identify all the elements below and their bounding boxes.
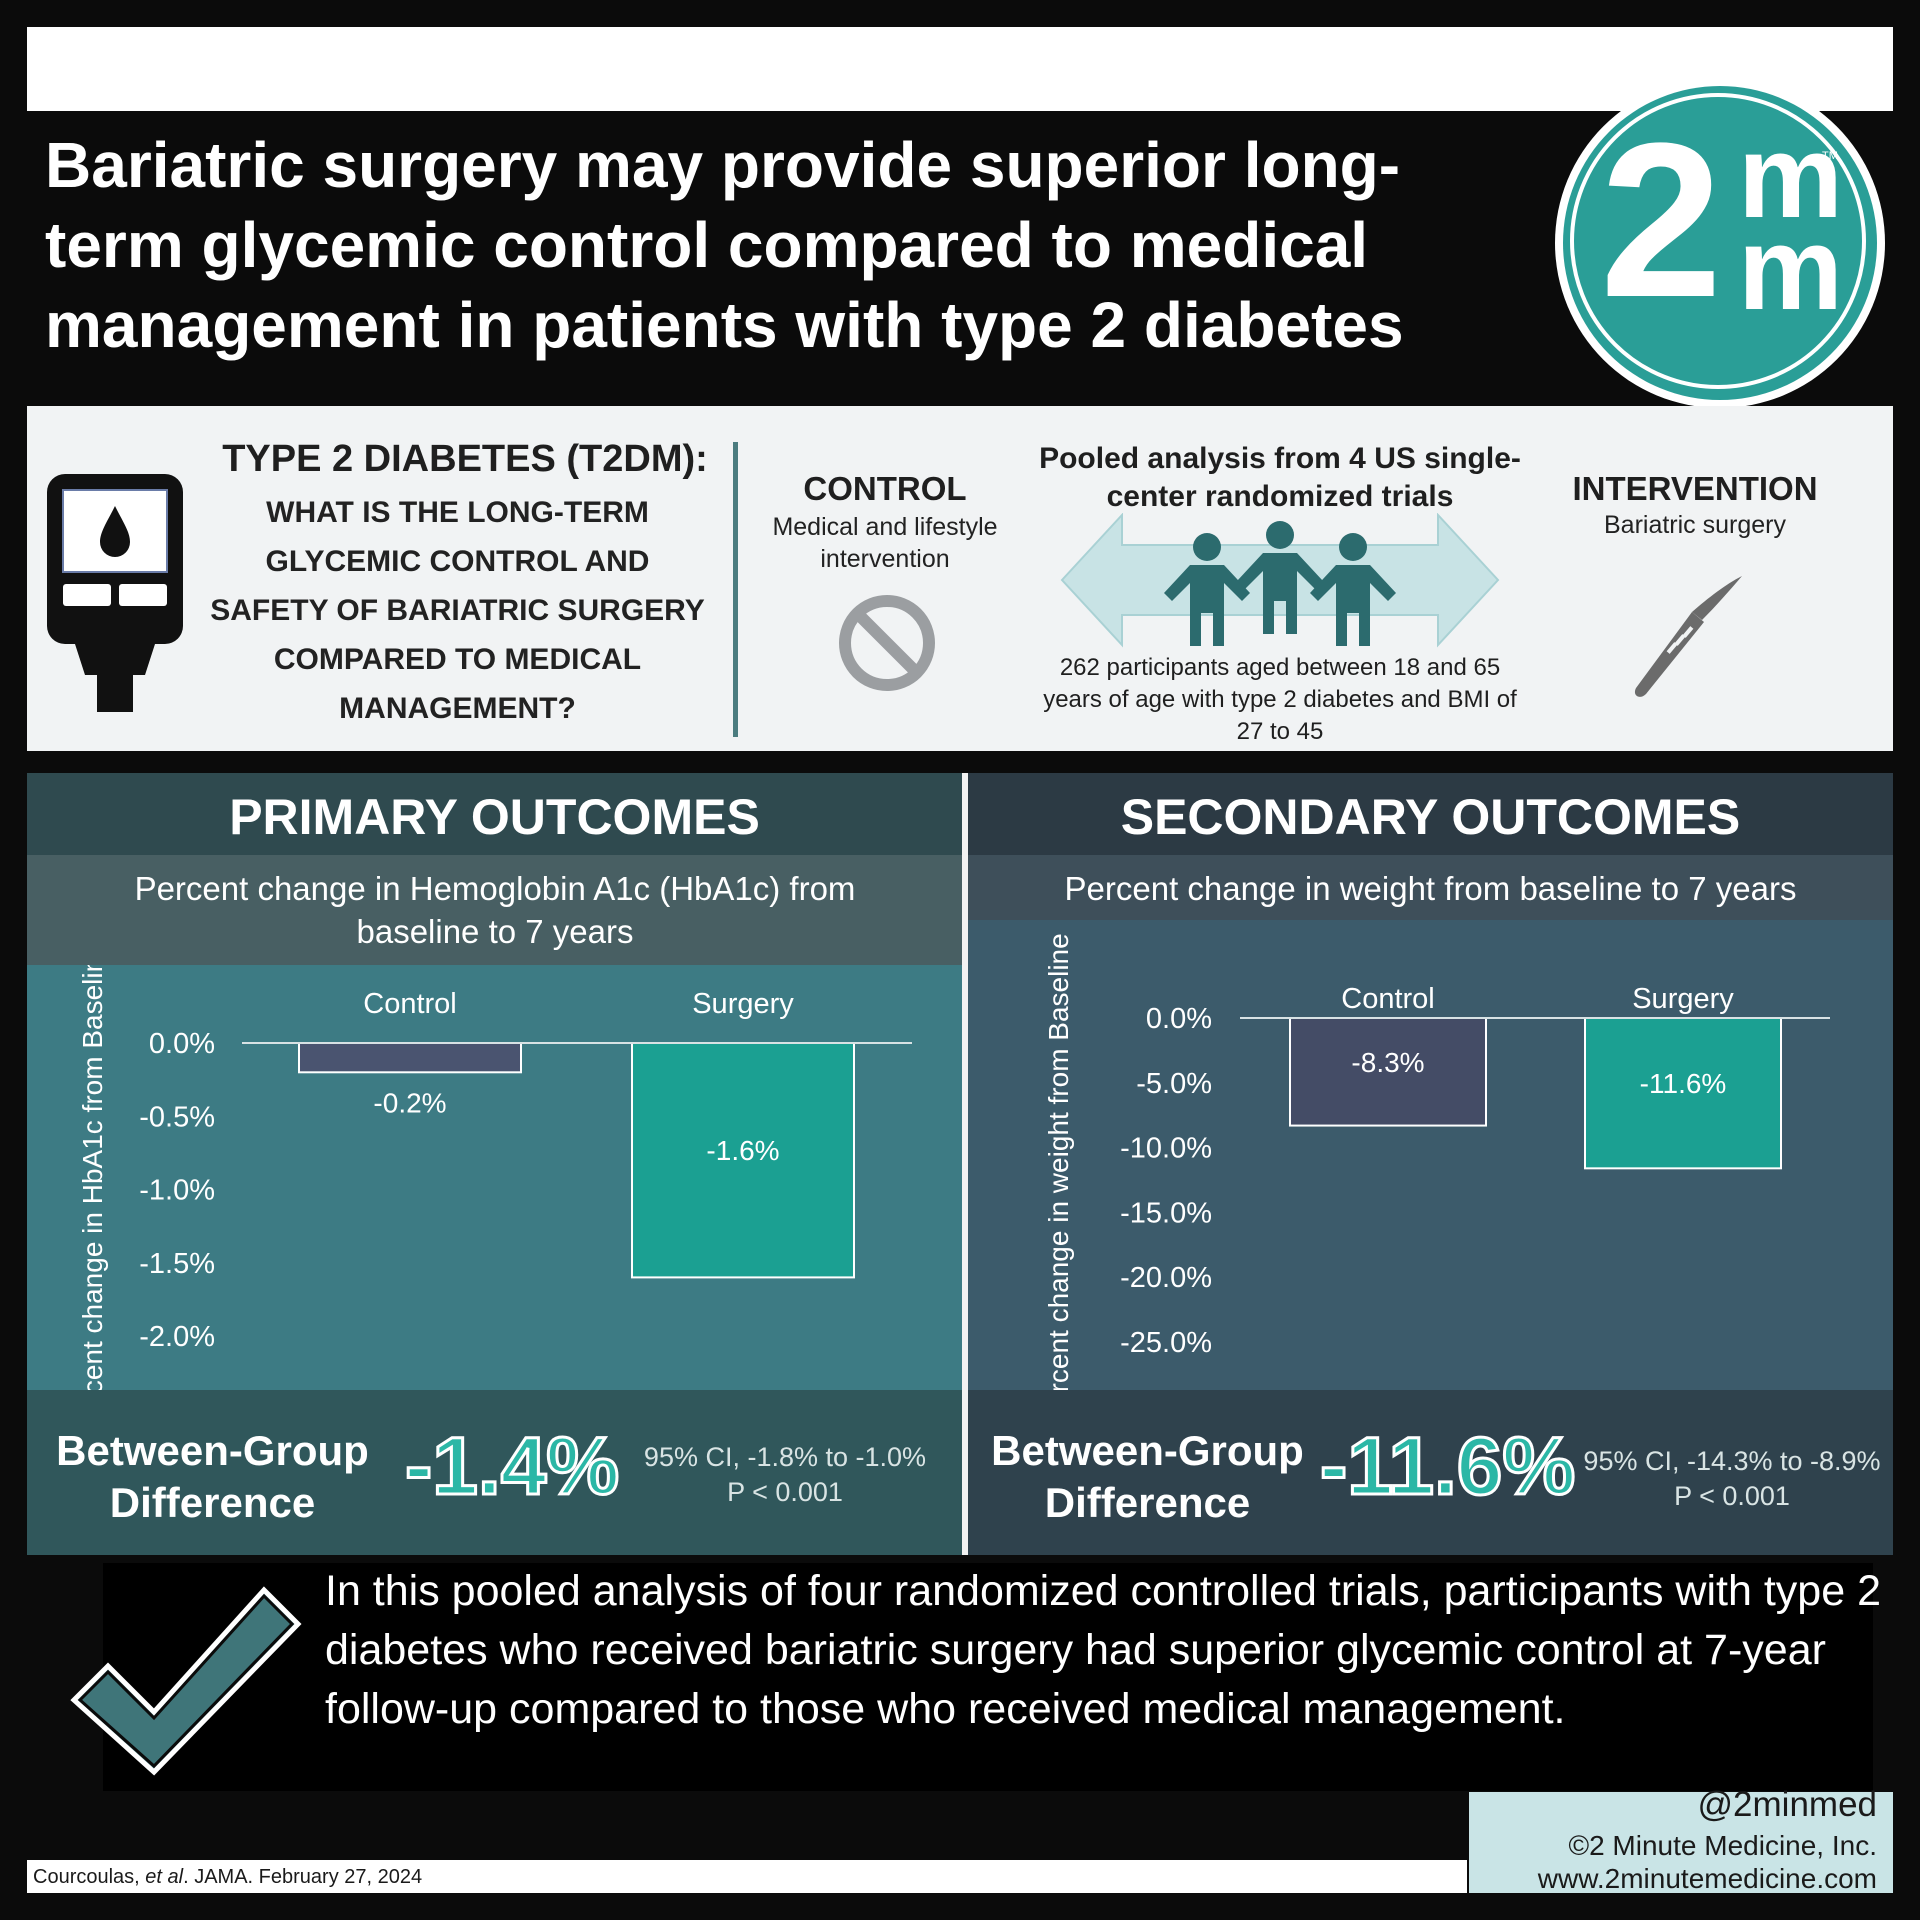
citation-author: Courcoulas, <box>33 1866 146 1888</box>
category-label: Surgery <box>1632 983 1734 1015</box>
glucometer-icon <box>47 474 183 712</box>
copyright: ©2 Minute Medicine, Inc. <box>1568 1830 1877 1861</box>
question-heading: TYPE 2 DIABETES (T2DM): <box>222 438 708 480</box>
category-label: Surgery <box>692 988 794 1020</box>
primary-header <box>27 773 962 855</box>
conclusion-text: In this pooled analysis of four randomiz… <box>325 1567 1881 1733</box>
y-tick-label: -25.0% <box>1120 1327 1212 1359</box>
data-label: -11.6% <box>1640 1068 1727 1099</box>
y-axis-label: Percent change in HbA1c from Baseline <box>77 965 108 1390</box>
primary-difference-label: Between-Group Difference <box>56 1427 369 1526</box>
primary-difference-panel <box>27 1390 962 1555</box>
divider <box>962 773 968 1555</box>
secondary-p-value: P < 0.001 <box>1674 1481 1790 1511</box>
social-handle: @2minmed <box>1697 1785 1877 1824</box>
y-tick-label: -20.0% <box>1120 1262 1212 1294</box>
weight-bar-chart: 0.0% -5.0% -10.0% -15.0% -20.0% -25.0% Percent… <box>1043 933 1830 1390</box>
citation: Courcoulas, et al. JAMA. February 27, 20… <box>33 1866 422 1889</box>
y-tick-label: -10.0% <box>1120 1133 1212 1165</box>
secondary-subheader <box>968 855 1893 920</box>
logo-sup: m <box>1738 111 1843 243</box>
primary-subtitle: Percent change in Hemoglobin A1c (HbA1c)… <box>134 870 856 950</box>
divider <box>733 442 738 737</box>
logo-numeral: 2 <box>1600 97 1723 343</box>
intro-panel <box>27 406 1893 751</box>
control-heading: CONTROL <box>803 470 967 507</box>
page-title: Bariatric surgery may provide superior l… <box>45 129 1404 361</box>
citation-rest: . JAMA. February 27, 2024 <box>183 1866 423 1888</box>
y-tick-label: -0.5% <box>139 1101 215 1133</box>
secondary-ci-range: 95% CI, -14.3% to -8.9% <box>1583 1446 1881 1476</box>
y-tick-label: 0.0% <box>149 1028 215 1060</box>
logo-tm: TM <box>1822 150 1838 162</box>
y-tick-label: 0.0% <box>1146 1003 1212 1035</box>
conclusion-panel <box>103 1563 1873 1791</box>
prohibited-icon <box>839 595 935 691</box>
y-tick-label: -2.0% <box>139 1321 215 1353</box>
secondary-subtitle: Percent change in weight from baseline t… <box>1064 870 1797 907</box>
citation-etal: et al <box>145 1866 184 1888</box>
secondary-ci: 95% CI, -14.3% to -8.9% P < 0.001 <box>1572 1444 1892 1514</box>
footer-band <box>27 1860 1467 1893</box>
people-icon <box>1060 513 1500 648</box>
secondary-difference-label: Between-Group Difference <box>991 1427 1304 1526</box>
secondary-difference-panel <box>968 1390 1893 1555</box>
logo-ring <box>1570 93 1866 389</box>
data-label: -1.6% <box>706 1135 779 1166</box>
secondary-header <box>968 773 1893 855</box>
data-label: -0.2% <box>373 1087 446 1118</box>
top-band <box>27 27 1893 111</box>
bar-surgery <box>631 1042 855 1279</box>
question-body: WHAT IS THE LONG-TERM GLYCEMIC CONTROL A… <box>210 496 705 725</box>
intervention-body: Bariatric surgery <box>1604 511 1786 539</box>
primary-subheader <box>27 855 962 965</box>
y-tick-label: -1.5% <box>139 1248 215 1280</box>
data-label: -8.3% <box>1351 1047 1424 1078</box>
secondary-title: SECONDARY OUTCOMES <box>1120 789 1741 845</box>
footer-box <box>1469 1792 1893 1893</box>
category-label: Control <box>363 988 457 1020</box>
primary-title: PRIMARY OUTCOMES <box>229 789 760 845</box>
primary-ci: 95% CI, -1.8% to -1.0% P < 0.001 <box>630 1440 940 1510</box>
primary-p-value: P < 0.001 <box>727 1477 843 1507</box>
y-axis-label: Percent change in weight from Baseline <box>1043 933 1074 1390</box>
primary-difference-value: -1.4% <box>403 1420 620 1514</box>
logo-sub: m <box>1738 203 1843 335</box>
pooled-heading: Pooled analysis from 4 US single-center … <box>1039 442 1521 513</box>
y-tick-label: -5.0% <box>1136 1068 1212 1100</box>
intervention-heading: INTERVENTION <box>1572 470 1818 507</box>
category-label: Control <box>1341 983 1435 1015</box>
y-axis-label-group: Percent change in weight from Baseline <box>1043 933 1074 1390</box>
y-tick-label: -15.0% <box>1120 1197 1212 1229</box>
secondary-difference-value: -11.6% <box>1318 1420 1576 1514</box>
pooled-body: 262 participants aged between 18 and 65 … <box>1043 654 1517 745</box>
checkmark-icon <box>70 1586 302 1776</box>
scalpel-icon <box>1634 576 1742 697</box>
control-body: Medical and lifestyle intervention <box>772 513 998 573</box>
y-axis-label-group: Percent change in HbA1c from Baseline <box>77 965 108 1390</box>
bar-control <box>298 1042 522 1074</box>
website-url: www.2minutemedicine.com <box>1537 1863 1877 1894</box>
y-tick-label: -1.0% <box>139 1175 215 1207</box>
primary-ci-range: 95% CI, -1.8% to -1.0% <box>643 1442 927 1472</box>
bar-surgery <box>1584 1017 1782 1170</box>
hba1c-bar-chart: 0.0% -0.5% -1.0% -1.5% -2.0% Percent change i… <box>77 965 912 1390</box>
